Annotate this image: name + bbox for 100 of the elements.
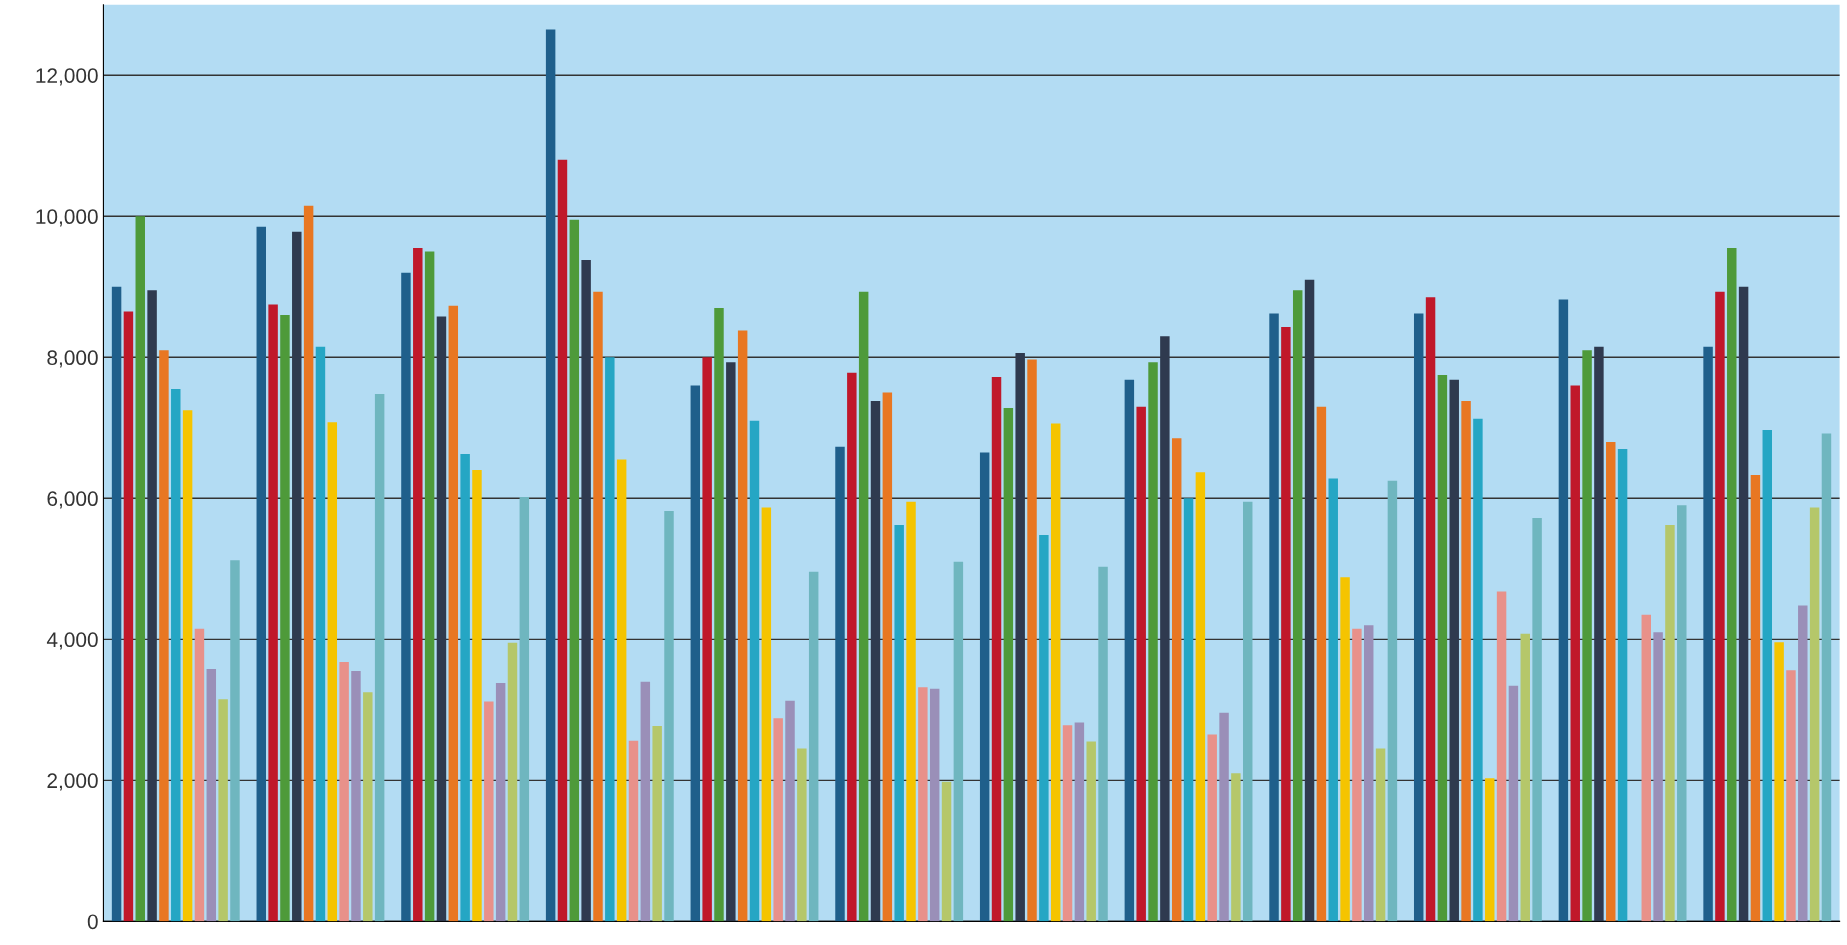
bar — [123, 311, 134, 922]
bar — [1039, 534, 1049, 922]
y-tick-label: 4,000 — [46, 632, 98, 650]
bar — [363, 692, 373, 922]
bar — [545, 29, 556, 922]
bar — [182, 410, 193, 922]
bar — [206, 668, 217, 922]
bar — [1340, 577, 1350, 922]
y-tick-label: 12,000 — [36, 68, 98, 86]
bar — [953, 561, 964, 922]
bar — [1594, 346, 1604, 922]
bar — [1171, 438, 1182, 922]
bar — [882, 392, 893, 922]
bar — [1425, 297, 1436, 922]
bar — [230, 560, 240, 922]
bar — [835, 446, 845, 922]
bar — [1352, 628, 1362, 922]
bar — [929, 688, 940, 922]
bar — [941, 781, 952, 922]
bar — [1136, 406, 1146, 922]
bar — [460, 453, 470, 922]
bar — [1281, 326, 1291, 922]
bar — [1364, 625, 1374, 922]
y-tick-label: 6,000 — [47, 491, 98, 509]
bar — [1195, 472, 1206, 922]
bar — [495, 683, 506, 922]
bar — [1473, 418, 1483, 922]
bar — [194, 628, 205, 922]
y-tick-label: 2,000 — [47, 773, 98, 791]
bar — [1532, 518, 1542, 922]
bar — [1086, 741, 1096, 922]
bar — [159, 350, 169, 922]
bar — [593, 291, 603, 922]
bar — [1496, 591, 1507, 922]
bar — [1558, 299, 1569, 922]
bar — [979, 452, 990, 922]
bar — [1449, 379, 1459, 922]
bar — [401, 272, 411, 922]
bar — [1715, 291, 1725, 922]
bar — [1219, 712, 1229, 922]
bar — [292, 231, 302, 922]
bar — [147, 290, 157, 922]
bar — [569, 219, 580, 922]
bar — [1160, 336, 1170, 922]
bar — [726, 362, 736, 922]
bar — [847, 372, 857, 922]
bar — [1750, 475, 1761, 922]
bar — [1617, 448, 1628, 922]
bar — [424, 251, 435, 922]
bar — [628, 740, 639, 922]
bar — [519, 496, 530, 922]
bar — [303, 205, 314, 922]
bar — [1231, 773, 1241, 922]
bar — [605, 357, 615, 922]
bar — [858, 291, 869, 922]
bar — [1375, 748, 1386, 922]
bar — [1798, 605, 1808, 922]
bar — [1292, 290, 1303, 922]
bar — [737, 330, 748, 922]
bar — [1677, 505, 1687, 922]
bar — [436, 316, 447, 922]
bar — [616, 459, 627, 922]
bar — [1461, 401, 1471, 922]
bar — [1328, 478, 1338, 922]
bar — [557, 159, 568, 922]
bar — [991, 377, 1002, 922]
bar — [1653, 632, 1663, 922]
bar — [797, 748, 807, 922]
bar — [351, 671, 361, 922]
bar — [111, 286, 122, 922]
y-tick-label: 10,000 — [36, 209, 98, 227]
bar — [1738, 286, 1749, 922]
bar — [785, 700, 795, 922]
bar — [714, 307, 724, 922]
bar — [1183, 498, 1194, 922]
bar — [280, 314, 290, 922]
bar — [1015, 353, 1025, 922]
bar — [664, 511, 674, 922]
bar — [894, 525, 904, 922]
bar — [1269, 313, 1279, 922]
bar — [1485, 778, 1495, 922]
bar — [256, 226, 266, 922]
bar — [1641, 614, 1651, 922]
bar — [1124, 379, 1135, 922]
bar — [374, 393, 385, 922]
bar — [413, 247, 423, 922]
bar — [640, 681, 651, 922]
bar — [1821, 433, 1832, 922]
bar — [1243, 501, 1253, 922]
bar — [1316, 406, 1327, 922]
bar — [507, 642, 518, 922]
bar — [1786, 670, 1796, 922]
bar — [749, 420, 760, 922]
bar — [1148, 362, 1158, 922]
bar — [1665, 525, 1675, 922]
bar — [1520, 633, 1530, 922]
bar — [1062, 725, 1073, 922]
bar — [1703, 346, 1713, 922]
bar — [135, 216, 145, 922]
bar — [1606, 441, 1616, 922]
